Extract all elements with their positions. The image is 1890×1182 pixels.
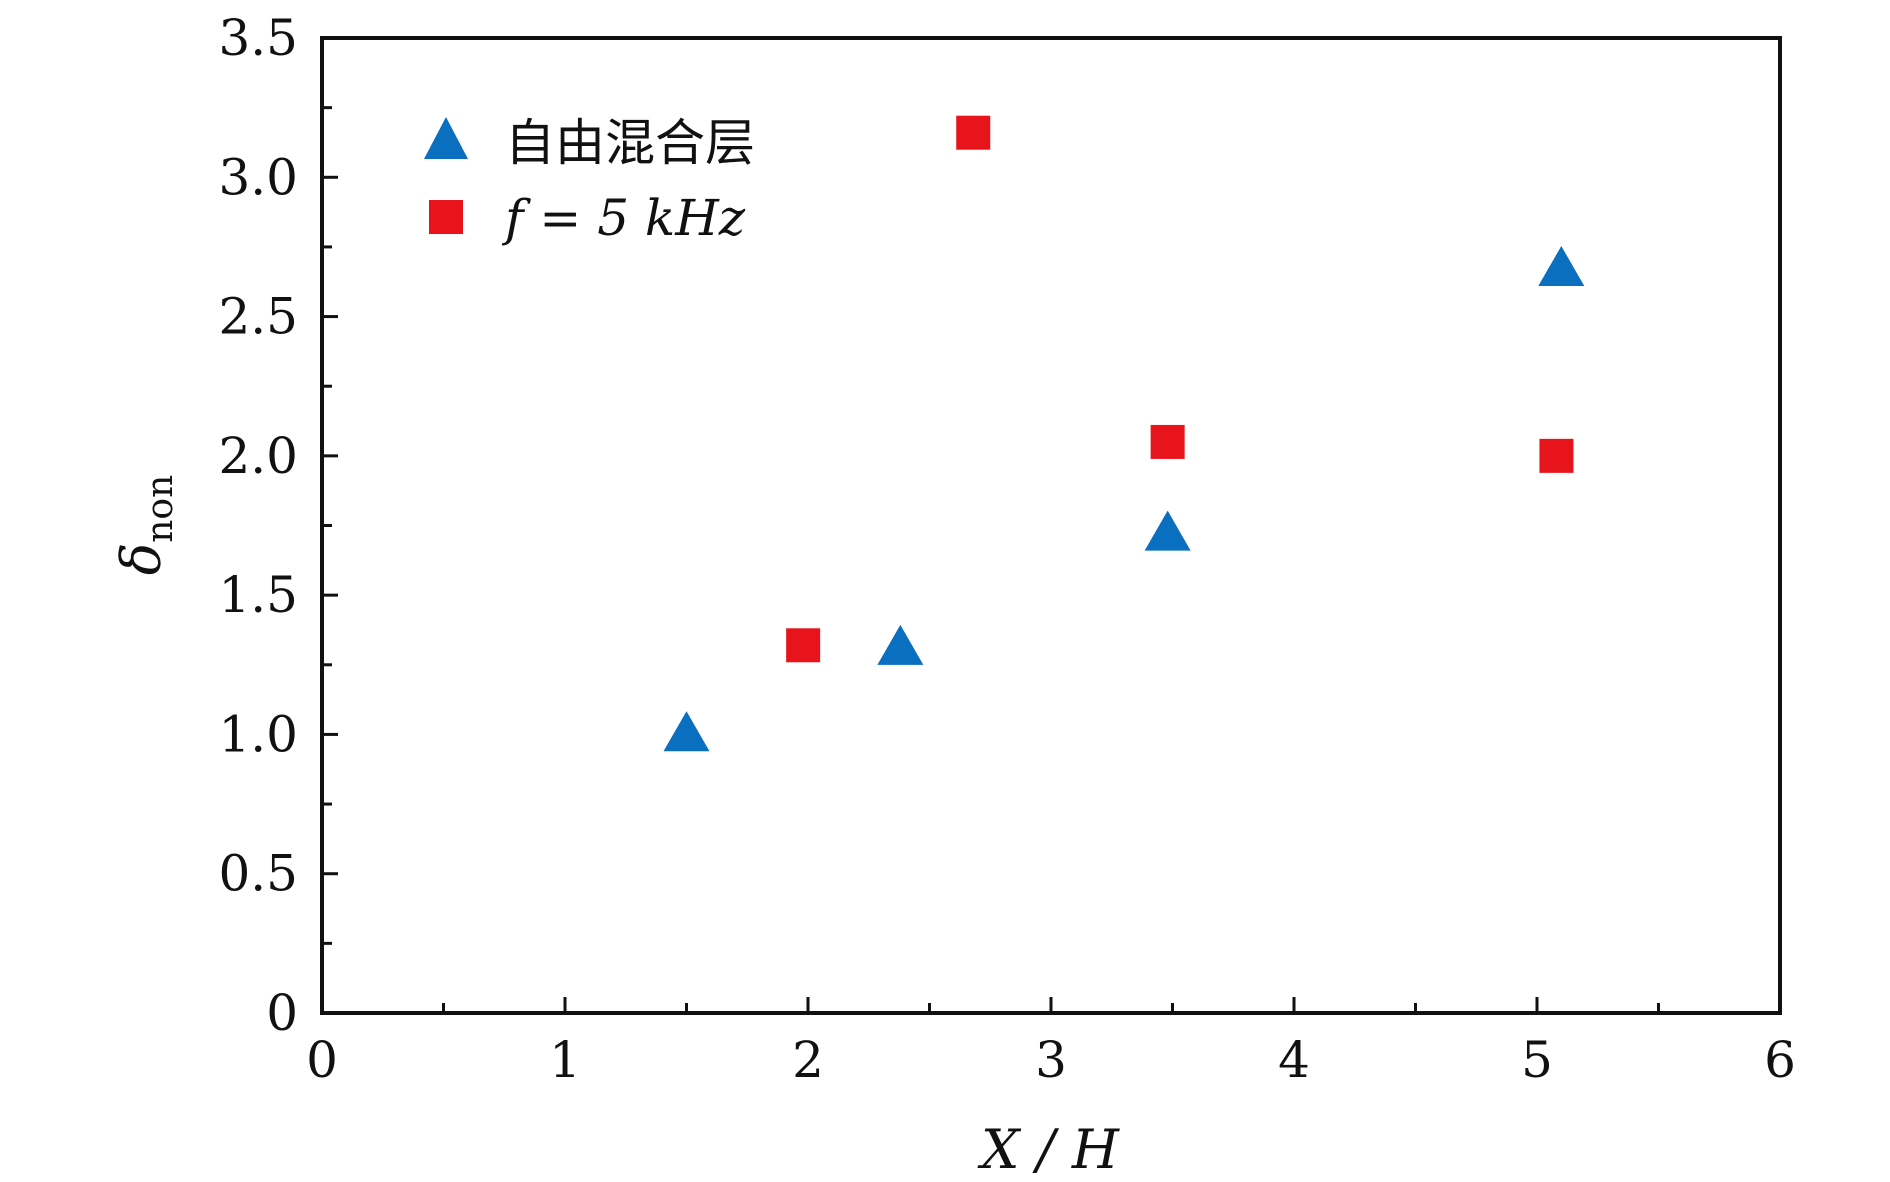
y-axis-title-subscript: non (140, 475, 181, 543)
x-tick-label: 5 (1521, 1031, 1553, 1089)
y-tick-label: 2.5 (218, 288, 298, 346)
x-axis-title: X / H (977, 1118, 1120, 1181)
legend-square-marker (429, 200, 463, 234)
x-tick-label: 6 (1764, 1031, 1796, 1089)
svg-text:δnon: δnon (110, 475, 181, 576)
y-axis-tick-labels: 0 0.5 1.0 1.5 2.0 2.5 3.0 3.5 (218, 9, 298, 1042)
x-axis-ticks (320, 997, 1782, 1013)
triangle-marker (663, 711, 710, 752)
square-marker (786, 628, 821, 663)
y-tick-label: 2.0 (218, 427, 298, 485)
y-tick-label: 3.0 (218, 148, 298, 206)
square-marker (1539, 438, 1574, 473)
legend-triangle-marker (424, 117, 468, 159)
legend-label-frequency: f = 5 kHz (501, 189, 746, 247)
square-marker (1150, 424, 1185, 459)
square-marker (956, 115, 991, 150)
y-tick-label: 1.5 (218, 566, 298, 624)
triangle-marker (1538, 246, 1585, 287)
x-tick-label: 1 (549, 1031, 581, 1089)
legend-label-free-mixing-layer: 自由混合层 (505, 114, 755, 172)
y-axis-ticks (322, 36, 338, 1015)
triangle-marker (1144, 510, 1191, 551)
plot-frame (320, 36, 1782, 1015)
y-tick-label: 1.0 (218, 705, 298, 763)
x-tick-label: 4 (1278, 1031, 1310, 1089)
y-tick-label: 3.5 (218, 9, 298, 67)
x-tick-label: 0 (306, 1031, 338, 1089)
x-tick-label: 2 (792, 1031, 824, 1089)
x-tick-label: 3 (1035, 1031, 1067, 1089)
triangle-marker (877, 624, 924, 665)
y-axis-title: δnon (110, 475, 181, 576)
y-tick-label: 0.5 (218, 845, 298, 903)
data-markers (663, 115, 1585, 752)
legend: 自由混合层 f = 5 kHz (424, 114, 755, 247)
x-axis-tick-labels: 0 1 2 3 4 5 6 (306, 1031, 1796, 1089)
y-tick-label: 0 (266, 984, 298, 1042)
y-axis-title-main: δ (110, 543, 173, 576)
